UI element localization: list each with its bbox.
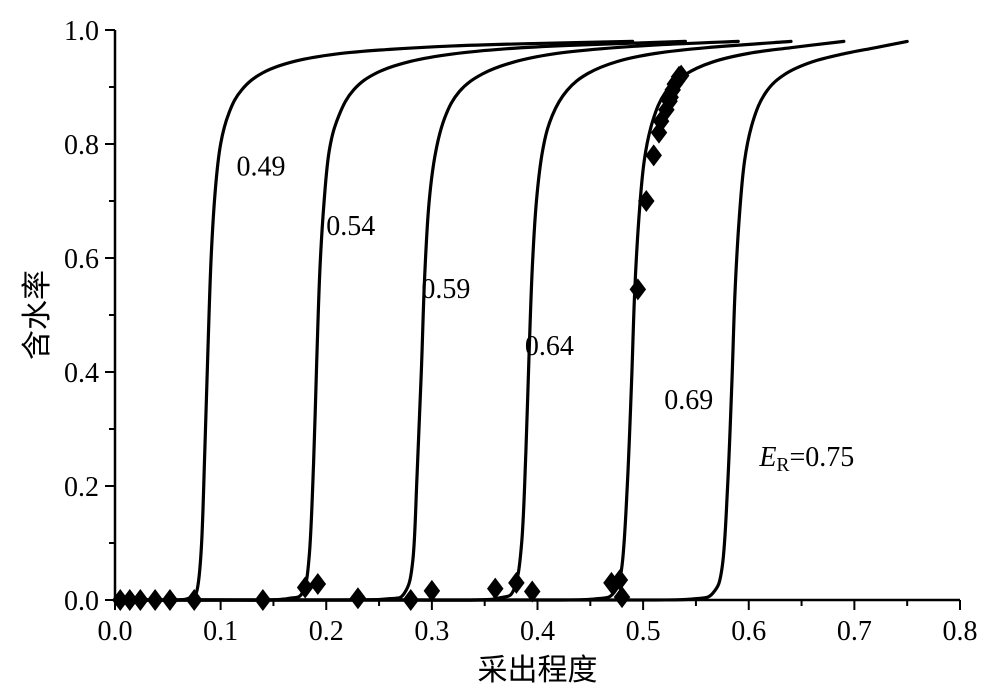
curve-label-er: ER=0.75 [758,442,854,476]
ytick-label: 0.4 [64,358,99,389]
xtick-label: 0.0 [98,616,133,647]
curve-label: 0.49 [236,151,285,182]
line-chart: 0.0 0.1 0.2 0.3 0.4 0.5 0.6 0.7 0.8 0.0 0.2 0.4 0.6 0… [0,0,1000,684]
xtick-label: 0.2 [309,616,344,647]
xtick-label: 0.5 [626,616,661,647]
ytick-label: 1.0 [64,16,99,47]
xtick-label: 0.1 [203,616,238,647]
plot-background [0,0,1000,684]
xtick-label: 0.4 [520,616,555,647]
xtick-label: 0.6 [731,616,766,647]
xtick-label: 0.8 [943,616,978,647]
curve-label: 0.64 [525,331,574,362]
ytick-label: 0.2 [64,472,99,503]
ytick-label: 0.0 [64,586,99,617]
chart-container: { "chart": { "type": "line", "width": 10… [0,0,1000,684]
ytick-label: 0.8 [64,130,99,161]
curve-label: 0.54 [326,211,375,242]
y-axis-label: 含水率 [21,270,54,360]
ytick-label: 0.6 [64,244,99,275]
curve-label: 0.59 [421,274,470,305]
x-axis-label: 采出程度 [478,654,598,684]
curve-label: 0.69 [664,385,713,416]
xtick-label: 0.7 [837,616,872,647]
xtick-label: 0.3 [414,616,449,647]
